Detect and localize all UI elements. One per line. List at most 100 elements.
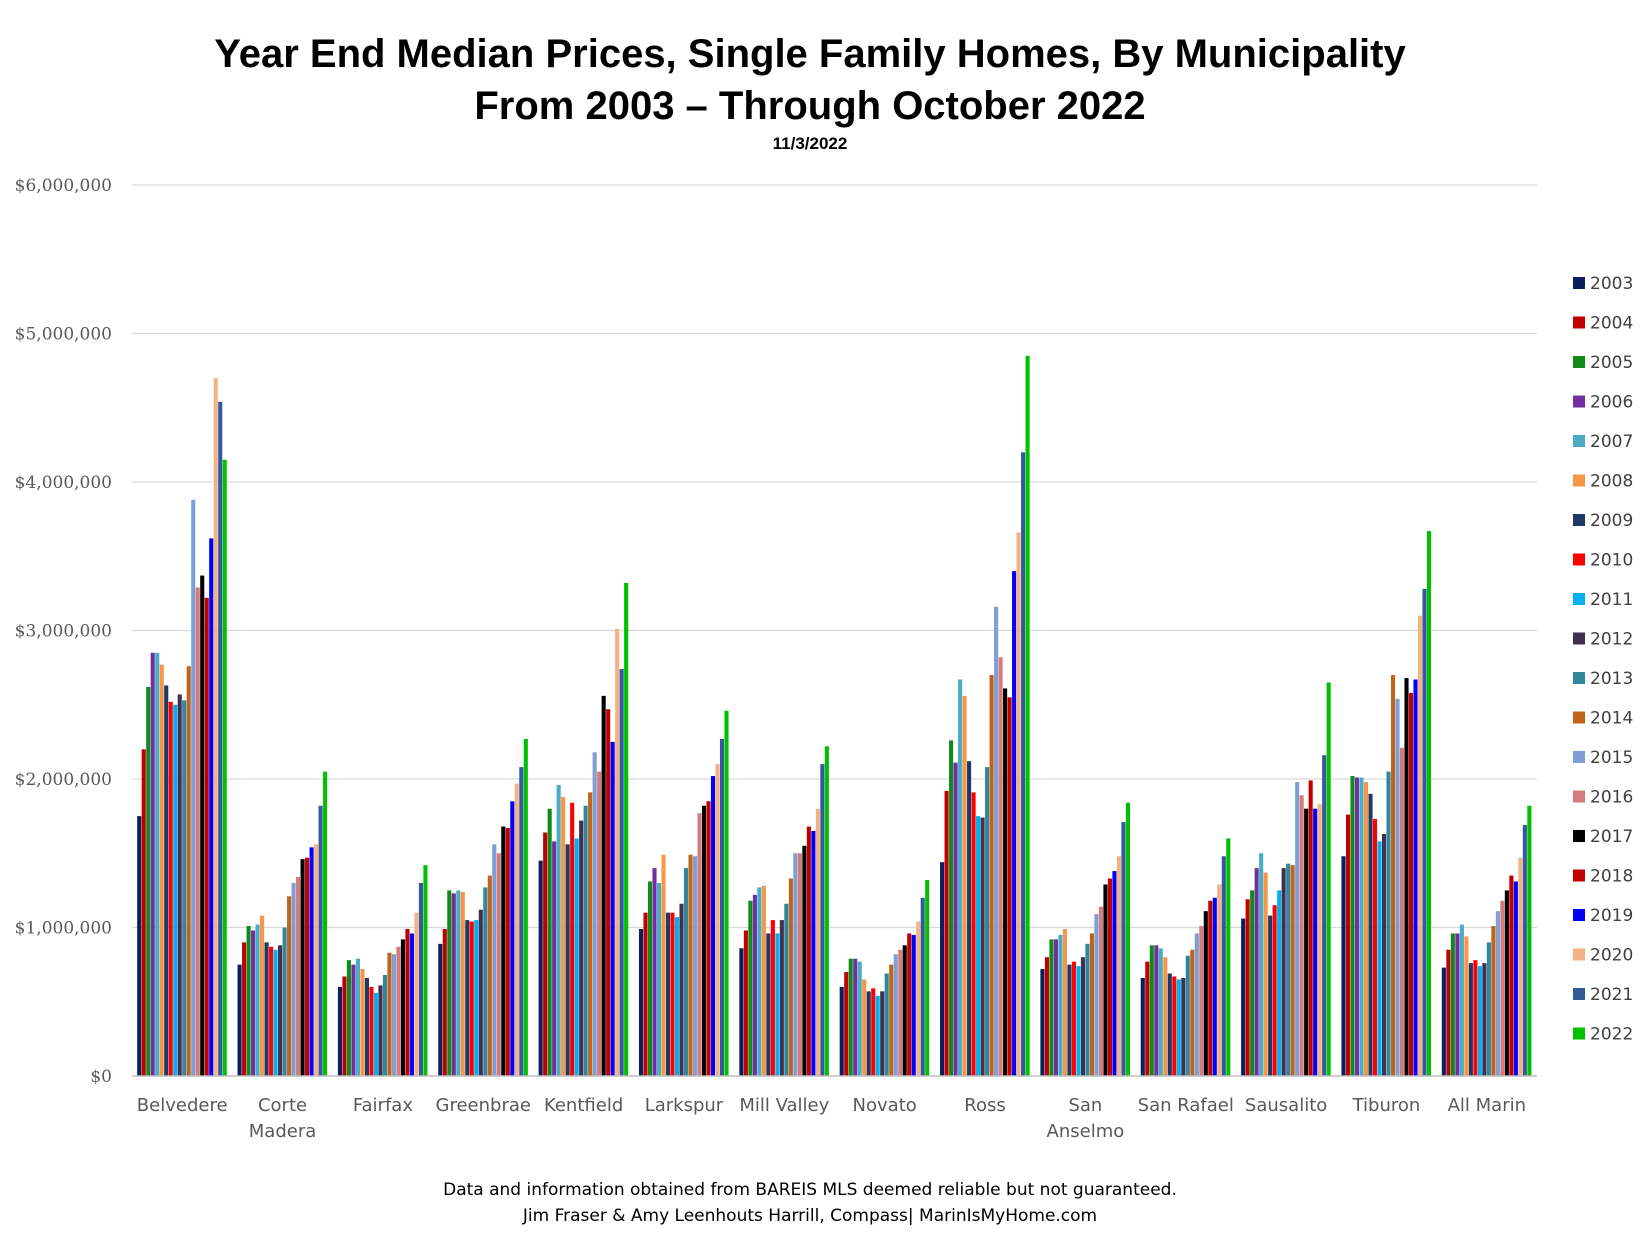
legend-item: 2006 — [1573, 393, 1633, 413]
bar — [1426, 531, 1432, 1076]
bar — [1007, 697, 1012, 1076]
bar — [766, 933, 771, 1076]
bar — [209, 538, 214, 1076]
legend-item: 2004 — [1573, 314, 1633, 334]
bar — [1145, 961, 1150, 1076]
bar — [186, 666, 191, 1076]
bar — [278, 945, 283, 1076]
bar — [1272, 905, 1277, 1076]
bar — [1450, 933, 1455, 1076]
bar — [788, 878, 793, 1076]
bar — [1299, 795, 1304, 1076]
bar — [246, 926, 251, 1076]
bar — [1326, 682, 1331, 1076]
bar — [1422, 588, 1427, 1076]
bar — [998, 657, 1003, 1076]
bar — [346, 960, 351, 1076]
bar — [647, 881, 653, 1076]
bar — [1504, 890, 1509, 1077]
bar — [168, 701, 173, 1076]
legend-label: 2010 — [1590, 551, 1633, 571]
bar — [652, 868, 657, 1076]
legend-label: 2003 — [1590, 274, 1633, 294]
y-tick-label: $1,000,000 — [15, 919, 112, 939]
bar — [853, 958, 858, 1076]
bar — [487, 875, 492, 1076]
bar — [1477, 966, 1482, 1076]
bar — [802, 845, 807, 1076]
bar — [451, 893, 456, 1076]
x-tick-label: San Rafael — [1138, 1095, 1234, 1116]
bar — [1368, 793, 1373, 1076]
legend-label: 2017 — [1590, 827, 1633, 847]
bar — [496, 853, 501, 1076]
bar — [875, 995, 880, 1076]
bar — [806, 826, 811, 1076]
bar — [743, 930, 748, 1076]
bar — [547, 808, 552, 1076]
bar — [779, 920, 784, 1076]
bar — [505, 828, 510, 1076]
legend-label: 2004 — [1590, 314, 1633, 334]
bar — [1062, 928, 1067, 1076]
bar — [898, 949, 903, 1076]
bar — [474, 920, 479, 1076]
bar — [1304, 808, 1309, 1076]
bar — [994, 606, 999, 1076]
bar — [391, 954, 396, 1076]
x-tick-label: Corte — [258, 1095, 307, 1116]
bar — [793, 853, 798, 1076]
bar — [337, 986, 342, 1076]
bar — [1040, 969, 1045, 1076]
bar — [724, 710, 729, 1076]
bar — [1245, 899, 1250, 1076]
bar — [351, 964, 356, 1077]
y-tick-label: $6,000,000 — [15, 176, 112, 196]
legend-swatch — [1573, 277, 1585, 289]
bar — [1172, 976, 1177, 1076]
bar — [514, 783, 519, 1076]
y-axis-ticks: $0 $1,000,000 $2,000,000 $3,000,000 $4,000,0… — [15, 176, 112, 1087]
bar — [373, 992, 378, 1076]
bar — [944, 790, 949, 1076]
bar — [925, 879, 930, 1076]
bar — [251, 930, 256, 1076]
bar — [1112, 871, 1117, 1076]
legend-swatch — [1573, 514, 1585, 526]
x-tick-label: Mill Valley — [739, 1095, 829, 1116]
legend-item: 2008 — [1573, 472, 1633, 492]
bar — [871, 988, 876, 1076]
bar — [291, 882, 296, 1076]
bar — [1094, 914, 1099, 1076]
bar — [775, 933, 780, 1076]
bar — [465, 920, 470, 1076]
bar — [752, 894, 757, 1076]
bar — [1181, 977, 1186, 1076]
bar — [369, 986, 374, 1076]
bar — [1464, 936, 1469, 1076]
bar — [1080, 957, 1085, 1076]
legend-swatch — [1573, 316, 1585, 329]
bar — [1341, 856, 1346, 1076]
bar — [1194, 933, 1199, 1076]
x-axis-ticks: Belvedere Corte Madera Fairfax Greenbrae Kent… — [137, 1095, 1526, 1142]
bar — [296, 877, 301, 1076]
bar — [1363, 781, 1369, 1076]
bar — [1021, 452, 1026, 1076]
bar — [570, 802, 575, 1076]
bar — [423, 865, 428, 1076]
bar — [1417, 615, 1423, 1076]
legend-swatch — [1573, 909, 1585, 921]
bar — [583, 805, 588, 1076]
bar — [469, 921, 474, 1076]
legend-label: 2009 — [1590, 511, 1633, 531]
x-tick-label: Kentfield — [544, 1095, 623, 1116]
bar — [501, 826, 506, 1076]
bar — [204, 597, 209, 1076]
bar — [820, 764, 825, 1076]
bar — [761, 885, 766, 1076]
legend-label: 2012 — [1590, 630, 1633, 650]
legend-swatch — [1573, 593, 1585, 605]
bar — [1125, 802, 1130, 1076]
bar — [661, 854, 666, 1076]
